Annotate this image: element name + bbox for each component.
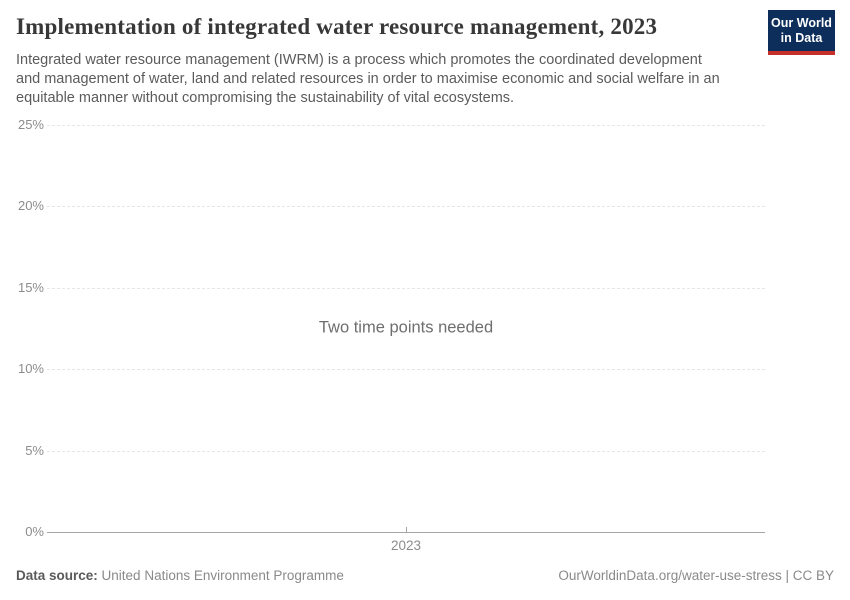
data-source-value: United Nations Environment Programme [101, 568, 344, 583]
chart-footer: Data source: United Nations Environment … [16, 568, 834, 583]
y-axis-tick-label: 0% [25, 524, 44, 539]
y-axis-tick-label: 10% [17, 361, 44, 376]
gridline [47, 288, 765, 289]
empty-state-message: Two time points needed [318, 318, 494, 337]
chart-subtitle: Integrated water resource management (IW… [16, 51, 720, 108]
gridline-row: 20% [0, 198, 765, 214]
x-axis-tick [406, 527, 407, 532]
x-axis-baseline-row: 0% [0, 524, 765, 540]
gridline-row: 25% [0, 117, 765, 133]
footer-link[interactable]: OurWorldinData.org/water-use-stress | CC… [558, 568, 834, 583]
subtitle-line: Integrated water resource management (IW… [16, 52, 702, 68]
y-axis-tick-label: 20% [17, 198, 44, 213]
subtitle-line: equitable manner without compromising th… [16, 90, 515, 106]
y-axis-tick-label: 5% [25, 443, 44, 458]
page-title: Implementation of integrated water resou… [16, 14, 658, 39]
data-source-label: Data source: [16, 568, 98, 583]
gridline-row: 15% [0, 280, 765, 296]
owid-logo-text-line1: Our World [771, 15, 832, 30]
x-axis-tick-label: 2023 [390, 538, 422, 553]
gridline [47, 451, 765, 452]
y-axis-tick-label: 25% [17, 117, 44, 132]
gridline-row: 10% [0, 361, 765, 377]
data-source: Data source: United Nations Environment … [16, 568, 344, 583]
gridline [47, 125, 765, 126]
gridline-row: 5% [0, 443, 765, 459]
owid-logo-text-line2: in Data [780, 30, 823, 45]
gridline [47, 206, 765, 207]
y-axis-tick-label: 15% [17, 280, 44, 295]
owid-logo[interactable]: Our World in Data [768, 10, 835, 55]
x-axis-line [47, 532, 765, 533]
gridline [47, 369, 765, 370]
subtitle-line: and management of water, land and relate… [16, 71, 720, 87]
